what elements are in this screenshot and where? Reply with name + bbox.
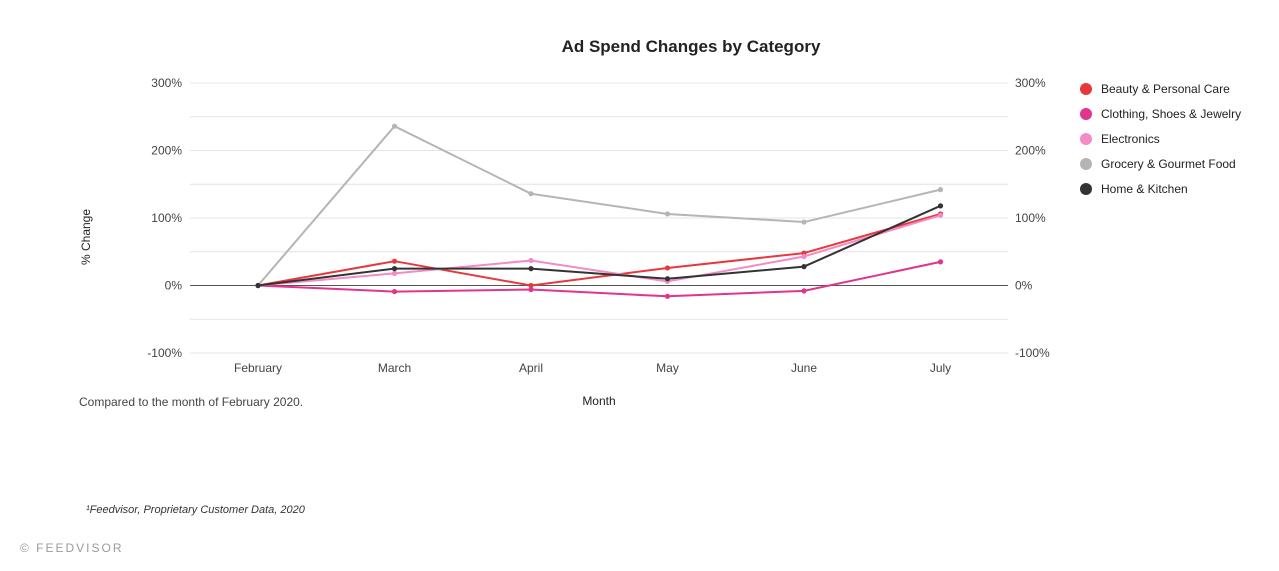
data-point	[528, 257, 534, 264]
data-point	[391, 123, 398, 129]
data-point	[528, 282, 534, 289]
legend-item: Electronics	[1080, 132, 1160, 146]
grid-lines	[190, 82, 1008, 354]
data-point	[937, 212, 944, 218]
data-point	[937, 203, 944, 209]
data-point	[801, 264, 807, 270]
legend-marker	[1080, 83, 1092, 95]
data-point	[801, 253, 807, 260]
legend-label: Beauty & Personal Care	[1101, 82, 1230, 96]
series-line	[257, 214, 941, 287]
data-point	[801, 219, 807, 225]
legend: Beauty & Personal Care Clothing, Shoes & …	[1080, 82, 1241, 196]
legend-item: Beauty & Personal Care	[1080, 82, 1230, 96]
y-tick-label-left: 300%	[151, 76, 182, 90]
y-tick-label-left: 100%	[151, 211, 182, 225]
series-4	[255, 203, 944, 289]
legend-marker	[1080, 133, 1092, 145]
legend-label: Clothing, Shoes & Jewelry	[1101, 107, 1241, 121]
legend-label: Home & Kitchen	[1101, 182, 1188, 196]
legend-label: Electronics	[1101, 132, 1160, 146]
x-tick-label: April	[519, 361, 543, 375]
data-point	[391, 266, 398, 272]
legend-label: Grocery & Gourmet Food	[1101, 157, 1236, 171]
x-tick-label: May	[656, 361, 679, 375]
series-line	[257, 204, 941, 287]
data-point	[528, 286, 534, 293]
data-point	[664, 293, 671, 299]
legend-item: Grocery & Gourmet Food	[1080, 157, 1236, 171]
y-tick-label-right: 300%	[1015, 76, 1046, 90]
y-tick-label-right: 0%	[1015, 279, 1033, 293]
x-tick-label: June	[791, 361, 817, 375]
legend-marker	[1080, 158, 1092, 170]
data-point	[937, 187, 944, 193]
y-tick-label-right: -100%	[1015, 346, 1050, 360]
legend-item: Home & Kitchen	[1080, 182, 1188, 196]
data-point	[391, 258, 398, 264]
series-group	[255, 123, 944, 299]
data-point	[255, 282, 261, 289]
copyright-footer: © FEEDVISOR	[20, 541, 124, 555]
data-point	[801, 288, 807, 294]
series-line	[257, 125, 941, 287]
legend-marker	[1080, 108, 1092, 120]
data-point	[937, 259, 944, 265]
y-tick-label-left: 200%	[151, 144, 182, 158]
data-point	[391, 270, 398, 276]
chart-title: Ad Spend Changes by Category	[562, 37, 821, 56]
legend-item: Clothing, Shoes & Jewelry	[1080, 107, 1241, 121]
data-point	[391, 288, 398, 295]
y-tick-label-right: 200%	[1015, 144, 1046, 158]
data-point	[528, 191, 534, 197]
data-point	[664, 276, 671, 282]
legend-marker	[1080, 183, 1092, 195]
x-tick-label: March	[378, 361, 411, 375]
series-3	[255, 123, 944, 289]
x-tick-label: July	[930, 361, 951, 375]
series-1	[255, 259, 944, 299]
y-tick-label-right: 100%	[1015, 211, 1046, 225]
data-point	[528, 266, 534, 272]
chart-note: Compared to the month of February 2020.	[79, 395, 304, 409]
y-axis-right: -100% 0% 100% 200% 300%	[1015, 76, 1050, 360]
series-line	[257, 212, 941, 287]
x-axis: February March April May June July	[234, 361, 951, 375]
source-citation: ¹Feedvisor, Proprietary Customer Data, 2…	[86, 504, 305, 516]
data-point	[664, 265, 671, 271]
series-line	[257, 260, 941, 298]
y-axis-left: -100% 0% 100% 200% 300%	[147, 76, 182, 360]
x-tick-label: February	[234, 361, 282, 375]
y-tick-label-left: -100%	[147, 346, 182, 360]
x-axis-title: Month	[582, 394, 615, 408]
data-point	[664, 211, 671, 217]
y-tick-label-left: 0%	[165, 279, 183, 293]
y-axis-title: % Change	[79, 209, 93, 265]
